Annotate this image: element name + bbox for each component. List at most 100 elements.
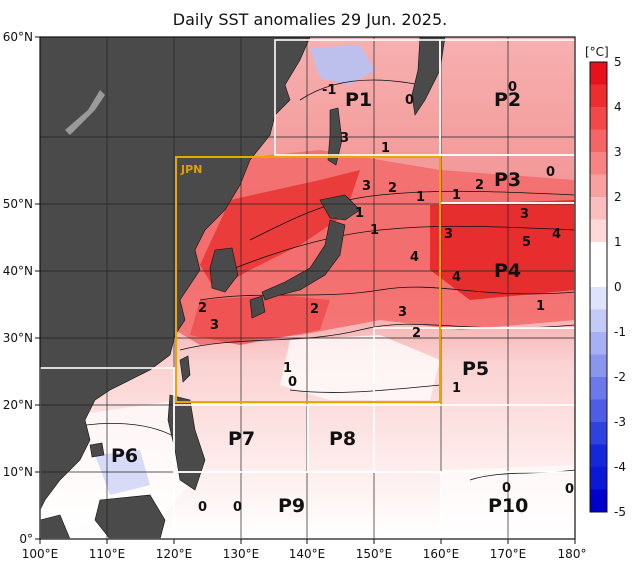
contour-label: 2	[475, 178, 484, 193]
colorbar-swatch	[590, 332, 607, 355]
sakhalin	[327, 107, 343, 166]
contour-label: 2	[198, 301, 207, 316]
cool-anomaly-scs	[95, 450, 150, 495]
colorbar-swatch	[590, 129, 607, 153]
honshu	[261, 219, 346, 301]
region-label-p1: P1	[345, 89, 372, 111]
warm-anomaly-south-japan	[190, 295, 330, 345]
x-tick-label: 140°E	[289, 547, 326, 561]
colorbar-unit: [°C]	[585, 45, 609, 59]
cool-anomaly-okhotsk	[310, 45, 375, 85]
region-label-p9: P9	[278, 495, 305, 517]
region-box-p10	[440, 471, 575, 539]
y-tick-label: 50°N	[3, 197, 33, 211]
colorbar	[589, 61, 608, 513]
axis-tick-marks	[35, 36, 576, 544]
kamchatka	[411, 37, 446, 116]
contour-label: 0	[288, 375, 297, 390]
x-tick-label: 100°E	[22, 547, 59, 561]
colorbar-swatch	[590, 84, 607, 108]
colorbar-swatch	[590, 467, 607, 490]
jpn-label: JPN	[180, 163, 202, 176]
colorbar-swatch	[590, 309, 607, 333]
contour-label: 1	[416, 190, 425, 205]
region-label-p10: P10	[488, 495, 528, 517]
contour-label: 4	[410, 250, 419, 265]
neutral-anomaly-subtropics	[280, 335, 440, 400]
contour-label: 3	[210, 318, 219, 333]
colorbar-swatch	[590, 377, 607, 400]
colorbar-swatch	[590, 264, 607, 288]
colorbar-swatch	[590, 174, 607, 198]
colorbar-swatch	[590, 399, 607, 423]
contour-label: 2	[412, 326, 421, 341]
y-tick-label: 0°	[19, 532, 33, 546]
colorbar-label: -5	[614, 505, 626, 519]
contour-label: 3	[362, 179, 371, 194]
jpn-region-box	[175, 156, 441, 403]
neutral-anomaly-p10	[440, 465, 575, 539]
y-axis-labels: 0° 10°N 20°N 30°N 40°N 50°N 60°N	[3, 30, 33, 546]
colorbar-swatch	[590, 287, 607, 310]
colorbar-label: -1	[614, 325, 626, 339]
contour-label: 1	[536, 299, 545, 314]
colorbar-label: -4	[614, 460, 626, 474]
colorbar-swatch	[590, 219, 607, 243]
map-title: Daily SST anomalies 29 Jun. 2025.	[172, 10, 448, 29]
colorbar-frame	[589, 61, 608, 513]
malay-peninsula	[40, 514, 71, 539]
korean-peninsula	[209, 247, 239, 293]
colorbar-label: 3	[614, 145, 622, 159]
x-tick-label: 180°	[558, 547, 587, 561]
region-label-p4: P4	[494, 260, 521, 282]
colorbar-swatch	[590, 444, 607, 468]
lake-baikal	[65, 90, 105, 135]
colorbar-label: 0	[614, 280, 622, 294]
contour-label: 3	[340, 131, 349, 146]
map-area	[40, 37, 575, 539]
region-label-p6: P6	[111, 445, 138, 467]
y-tick-label: 30°N	[3, 331, 33, 345]
contour-label: 0	[565, 482, 574, 497]
colorbar-swatch	[590, 152, 607, 175]
colorbar-label: -3	[614, 415, 626, 429]
colorbar-swatch	[590, 107, 607, 130]
contour-label: 1	[381, 141, 390, 156]
contour-label: 2	[310, 302, 319, 317]
y-tick-label: 20°N	[3, 398, 33, 412]
contour-label: 3	[444, 227, 453, 242]
contour-label: 1	[452, 188, 461, 203]
region-label-p3: P3	[494, 169, 521, 191]
colorbar-labels: 5 4 3 2 1 0 -1 -2 -3 -4 -5	[614, 55, 626, 519]
contour-label: 3	[520, 207, 529, 222]
y-tick-label: 40°N	[3, 264, 33, 278]
contour-label: 3	[398, 305, 407, 320]
contour-label: 0	[502, 481, 511, 496]
contour-label: -1	[322, 83, 336, 98]
colorbar-label: 5	[614, 55, 622, 69]
region-label-p2: P2	[494, 89, 521, 111]
colorbar-swatch	[590, 354, 607, 378]
contour-label: 0	[198, 500, 207, 515]
contour-label: 1	[355, 206, 364, 221]
x-tick-label: 150°E	[356, 547, 393, 561]
contour-label: 0	[233, 500, 242, 515]
x-tick-label: 170°E	[490, 547, 527, 561]
colorbar-swatch	[590, 422, 607, 445]
contour-value-labels: -1 0 3 1 3 1 1 2 1 4 4 2 3 3 5 4 3 2 1 1…	[198, 80, 574, 515]
contour-label: 1	[452, 381, 461, 396]
contour-label: 1	[370, 223, 379, 238]
y-tick-label: 10°N	[3, 465, 33, 479]
region-box-p5	[373, 327, 575, 406]
borneo	[94, 494, 166, 539]
contour-label: 5	[522, 235, 531, 250]
kyushu	[249, 295, 266, 319]
colorbar-swatch	[590, 197, 607, 220]
contour-label: 2	[388, 181, 397, 196]
hainan	[89, 442, 105, 458]
contour-label: 0	[405, 93, 414, 108]
region-label-p8: P8	[329, 428, 356, 450]
x-tick-label: 120°E	[156, 547, 193, 561]
hokkaido	[319, 194, 361, 221]
